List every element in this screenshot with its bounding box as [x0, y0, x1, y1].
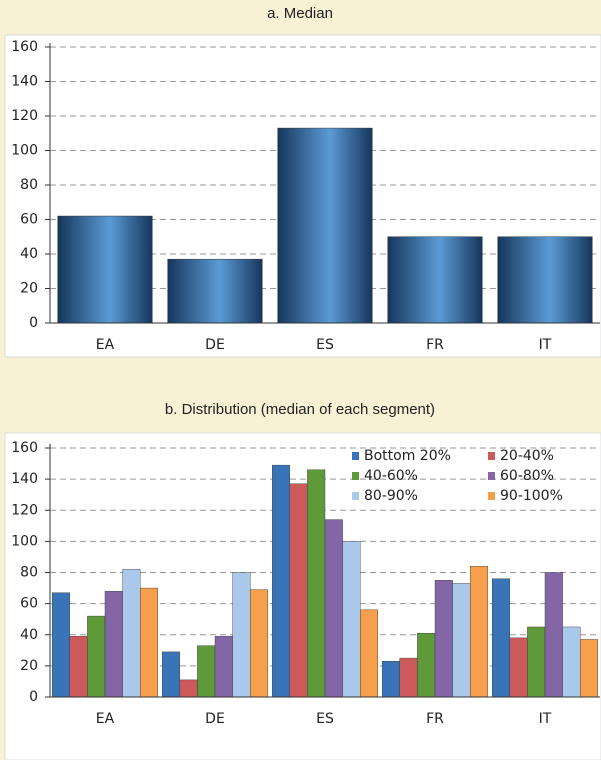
- x-tick-label: IT: [539, 337, 552, 353]
- chart-title: b. Distribution (median of each segment): [165, 401, 435, 418]
- y-tick-label: 20: [20, 658, 38, 674]
- bar: [122, 569, 141, 698]
- x-tick-label: DE: [205, 711, 225, 727]
- x-tick-label: DE: [205, 337, 225, 353]
- bar: [360, 609, 379, 698]
- legend-label: Bottom 20%: [364, 448, 451, 464]
- y-tick-label: 100: [11, 143, 38, 159]
- bar: [232, 572, 251, 698]
- bar: [307, 469, 326, 698]
- bar: [161, 651, 180, 698]
- bar: [87, 615, 106, 698]
- bar: [277, 127, 373, 324]
- y-tick-label: 80: [20, 565, 38, 581]
- bar: [399, 657, 418, 698]
- y-tick-label: 120: [11, 502, 38, 518]
- y-tick-label: 20: [20, 281, 38, 297]
- y-tick-label: 100: [11, 533, 38, 549]
- bar: [342, 541, 361, 698]
- bar: [197, 645, 216, 698]
- bar: [249, 589, 268, 698]
- bar: [289, 483, 308, 698]
- bar: [497, 236, 593, 324]
- y-tick-label: 40: [20, 246, 38, 262]
- bar: [214, 636, 233, 698]
- x-tick-label: IT: [539, 711, 552, 727]
- bar: [167, 258, 263, 324]
- bar: [69, 636, 88, 698]
- bar: [470, 566, 489, 698]
- bar: [562, 626, 581, 698]
- y-tick-label: 140: [11, 74, 38, 90]
- legend-label: 40-60%: [364, 468, 418, 484]
- x-tick-label: FR: [426, 337, 444, 353]
- y-tick-label: 60: [20, 596, 38, 612]
- legend-label: 60-80%: [500, 468, 554, 484]
- y-tick-label: 80: [20, 177, 38, 193]
- x-tick-label: EA: [96, 711, 115, 727]
- legend-label: 20-40%: [500, 448, 554, 464]
- bar: [179, 679, 198, 698]
- legend-swatch: [488, 472, 495, 480]
- y-tick-label: 0: [29, 315, 38, 331]
- y-tick-label: 60: [20, 212, 38, 228]
- legend-swatch: [352, 452, 359, 460]
- y-tick-label: 160: [11, 39, 38, 55]
- legend-swatch: [352, 472, 359, 480]
- y-tick-label: 0: [29, 689, 38, 705]
- legend-swatch: [352, 492, 359, 500]
- legend-label: 90-100%: [500, 488, 563, 504]
- chart-title: a. Median: [267, 5, 333, 22]
- bar: [104, 590, 123, 698]
- y-tick-label: 120: [11, 108, 38, 124]
- bar: [387, 236, 483, 324]
- y-tick-label: 40: [20, 627, 38, 643]
- y-tick-label: 140: [11, 471, 38, 487]
- x-tick-label: EA: [96, 337, 115, 353]
- y-tick-label: 160: [11, 440, 38, 456]
- bar: [324, 519, 343, 698]
- x-tick-label: ES: [316, 337, 334, 353]
- legend-swatch: [488, 492, 495, 500]
- bar: [272, 464, 291, 698]
- x-tick-label: FR: [426, 711, 444, 727]
- bar: [382, 661, 401, 698]
- bar: [492, 578, 511, 698]
- bar: [57, 215, 153, 324]
- x-tick-label: ES: [316, 711, 334, 727]
- legend-label: 80-90%: [364, 488, 418, 504]
- bar: [52, 592, 71, 698]
- bar: [527, 626, 546, 698]
- bar: [544, 572, 563, 698]
- bar: [580, 639, 599, 698]
- bar: [452, 583, 471, 698]
- bar: [509, 637, 528, 698]
- legend-swatch: [488, 452, 495, 460]
- bar: [434, 580, 453, 698]
- bar: [139, 587, 158, 698]
- bar: [417, 632, 436, 698]
